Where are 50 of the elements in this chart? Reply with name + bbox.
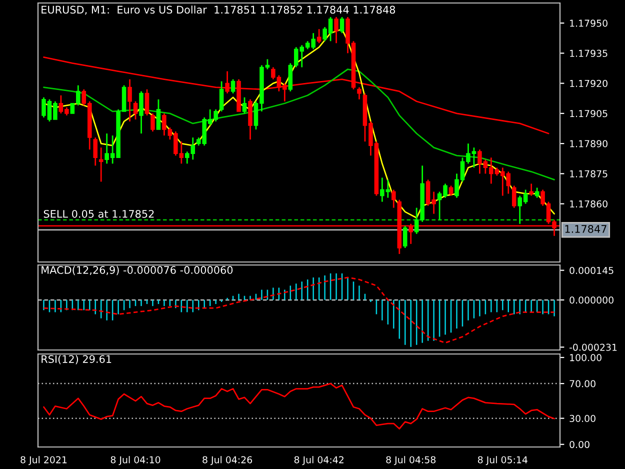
y-tick-label: 100.00 (570, 354, 602, 362)
x-tick-label: 8 Jul 04:42 (294, 456, 344, 466)
y-tick-label: 1.17920 (570, 80, 608, 88)
y-tick-label: 30.00 (570, 414, 596, 422)
candlestick (133, 100, 138, 120)
line-series (43, 382, 555, 430)
line-series (43, 276, 555, 344)
candlestick (93, 136, 98, 166)
candlestick (402, 225, 408, 249)
line-series (43, 68, 555, 180)
candlestick (98, 146, 104, 182)
candlestick (534, 187, 540, 198)
candlestick (529, 183, 534, 196)
candlestick (219, 80, 224, 112)
candlestick (128, 78, 132, 122)
candlestick (150, 112, 155, 132)
y-tick-label: 1.17935 (570, 50, 608, 57)
candlestick (512, 185, 516, 208)
candlestick (448, 185, 454, 196)
ref-line-label: SELL 0.05 at 1.17852 (44, 210, 154, 218)
ref-line-label: 1.17847 (565, 225, 606, 233)
x-tick-label: 8 Jul 05:14 (478, 456, 528, 466)
x-tick-label: 8 Jul 2021 (20, 456, 67, 466)
candlestick (144, 88, 150, 116)
chart-title: RSI(12) 29.61 (42, 354, 112, 364)
y-tick-label: 70.00 (570, 380, 596, 388)
x-tick-label: 8 Jul 04:10 (110, 456, 160, 466)
chart-title: EURUSD, M1: Euro vs US Dollar 1.17851 1.17852 1.17844 1.17848 (42, 6, 396, 15)
y-tick-label: 1.17950 (570, 20, 608, 27)
y-tick-label: 1.17875 (570, 170, 608, 178)
x-tick-label: 8 Jul 04:58 (386, 456, 436, 466)
y-tick-label: 0.000145 (570, 266, 614, 274)
y-tick-label: 1.17860 (570, 200, 608, 208)
candlestick (392, 189, 396, 208)
chart-title: MACD(12,26,9) -0.000076 -0.000060 (42, 266, 233, 276)
y-tick-label: 1.17905 (570, 110, 608, 118)
candlestick (242, 96, 247, 114)
candlestick (225, 70, 230, 94)
candlestick (357, 86, 362, 100)
y-tick-label: 0.00 (570, 440, 590, 448)
candlestick (340, 16, 344, 34)
y-tick-label: 0.000000 (570, 296, 614, 304)
candlestick (156, 98, 161, 130)
candlestick (230, 78, 236, 94)
y-tick-label: -0.000231 (569, 344, 617, 351)
candlestick (139, 90, 144, 134)
candlestick (334, 16, 338, 44)
y-tick-label: 1.17890 (570, 140, 608, 148)
candlestick (316, 28, 322, 44)
x-tick-label: 8 Jul 04:26 (202, 456, 252, 466)
